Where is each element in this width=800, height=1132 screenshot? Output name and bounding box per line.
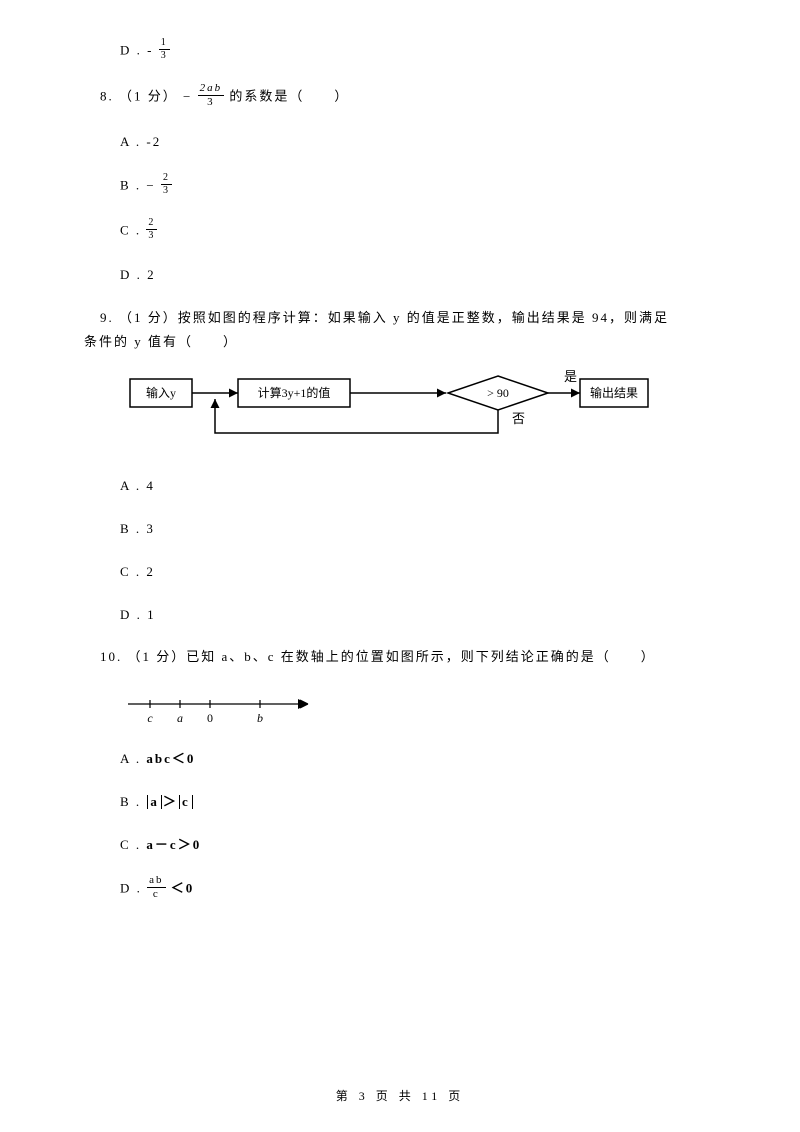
q9-stem-line2: 条件的 y 值有（ ） — [84, 332, 690, 353]
fc-node-input-label: 输入y — [146, 385, 176, 400]
q7-option-d: D . - 1 3 — [120, 40, 690, 63]
q8-option-b: B . − 2 3 — [120, 175, 690, 198]
q9-option-b: B . 3 — [120, 519, 690, 540]
q10-option-d: D . ab c ＜0 — [120, 877, 690, 902]
q8-suffix: 的系数是（ ） — [229, 88, 349, 103]
q10-d-fraction: ab c — [147, 875, 165, 900]
nl-tick-c: c — [147, 711, 153, 725]
q7-d-label: D . - — [120, 42, 153, 57]
q10-option-b: B . a＞c — [120, 792, 690, 813]
q8-option-c: C . 2 3 — [120, 220, 690, 243]
nl-tick-a: a — [177, 711, 183, 725]
q8-stem: 8. （1 分） − 2ab 3 的系数是（ ） — [100, 85, 690, 110]
q8-prefix: 8. （1 分） — [100, 88, 178, 103]
q8-b-fraction: 2 3 — [161, 173, 172, 196]
q10-numberline: c a 0 b — [120, 692, 690, 739]
q9-flowchart: 输入y 计算3y+1的值 > 90 是 输出结果 否 — [120, 367, 690, 462]
q9-option-d: D . 1 — [120, 605, 690, 626]
q7-d-fraction: 1 3 — [159, 38, 170, 61]
page-content: D . - 1 3 8. （1 分） − 2ab 3 的系数是（ ） A . -… — [0, 0, 800, 938]
nl-tick-0: 0 — [207, 711, 213, 725]
q9-stem-line1: 9. （1 分）按照如图的程序计算：如果输入 y 的值是正整数，输出结果是 94… — [100, 308, 690, 329]
q10-stem: 10. （1 分）已知 a、b、c 在数轴上的位置如图所示，则下列结论正确的是（… — [100, 647, 690, 668]
q10-option-c: C . a－c＞0 — [120, 835, 690, 856]
q8-neg: − — [183, 89, 192, 104]
q8-fraction: 2ab 3 — [198, 83, 225, 108]
page-footer: 第 3 页 共 11 页 — [0, 1087, 800, 1104]
fc-label-yes: 是 — [564, 369, 577, 384]
fc-node-output-label: 输出结果 — [590, 385, 638, 400]
fc-node-decision-label: > 90 — [487, 386, 509, 400]
q8-c-fraction: 2 3 — [146, 218, 157, 241]
fc-label-no: 否 — [512, 411, 525, 426]
q9-option-a: A . 4 — [120, 476, 690, 497]
q8-option-a: A . -2 — [120, 132, 690, 153]
q8-option-d: D . 2 — [120, 265, 690, 286]
flowchart-svg: 输入y 计算3y+1的值 > 90 是 输出结果 否 — [120, 367, 660, 462]
numberline-svg: c a 0 b — [120, 692, 330, 732]
nl-tick-b: b — [257, 711, 263, 725]
fc-node-calc-label: 计算3y+1的值 — [258, 385, 331, 400]
q9-option-c: C . 2 — [120, 562, 690, 583]
q10-option-a: A . abc＜0 — [120, 749, 690, 770]
